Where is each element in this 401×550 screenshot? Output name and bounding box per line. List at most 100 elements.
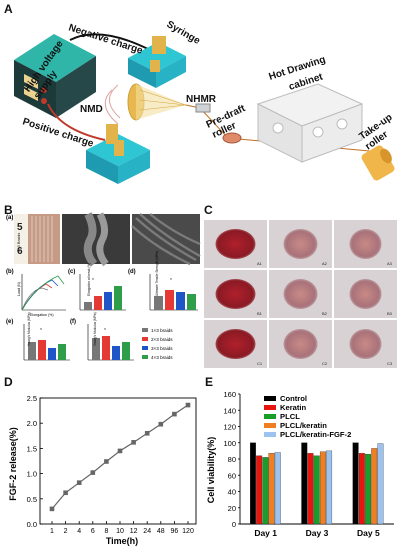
chart-d-xtick: 6	[91, 528, 95, 535]
chart-d-point	[117, 448, 123, 454]
chart-d-frame	[39, 397, 197, 525]
modulus-bar-plot-e: Young's Modulus (MPa) *	[23, 312, 70, 361]
chart-e-bar	[307, 453, 314, 525]
chart-d-xtick: 8	[104, 528, 108, 535]
chart-d-ylabel: FGF-2 release(%)	[8, 427, 18, 501]
sig-e: *	[40, 328, 42, 334]
legend-label-2: 2×3 braids	[151, 337, 173, 342]
wound-photo-a1: A1	[204, 220, 267, 268]
take-up-roller	[361, 145, 395, 181]
wound-photo-label: B3	[387, 311, 393, 316]
chart-e-ytick: 140	[223, 406, 236, 415]
chart-e-legend-swatch	[264, 432, 276, 437]
chart-d-xtick: 12	[130, 528, 138, 535]
sig-c: *	[92, 278, 94, 284]
sig-f: *	[104, 328, 106, 334]
modulus-bar-plot-f: Young's Modulus (MPa) *	[87, 312, 134, 361]
panel-letter-a: A	[4, 2, 13, 16]
chart-e-bar	[352, 442, 359, 525]
chart-e-ylabel: Cell viability(%)	[206, 437, 216, 504]
wound-photo-b2: B2	[269, 270, 332, 318]
panel-b-legend: 1×3 braids 2×3 braids 3×3 braids 4×3 bra…	[142, 328, 173, 360]
wound-photo-label: B1	[257, 311, 263, 316]
chart-e-legend-swatch	[264, 414, 276, 419]
chart-e-xtick: Day 5	[357, 528, 380, 538]
panel-c-photo-grid: A1 A2 A3 B1 B2 B3 C1 C2 C3	[204, 220, 397, 368]
ylabel-b: Load (N)	[17, 282, 21, 296]
chart-e-ytick: 160	[223, 390, 236, 399]
legend-swatch-1	[142, 328, 148, 332]
chart-d-point	[104, 459, 109, 464]
chart-e-xtick: Day 1	[254, 528, 277, 538]
fgf2-release-chart: 0.00.51.01.52.02.51 2 4 6 8 10 12 24 48 96 120 FGF…	[8, 394, 197, 546]
chart-d-xtick: 24	[143, 528, 151, 535]
chart-e-bar	[358, 453, 365, 525]
chart-e-ytick: 20	[228, 504, 236, 513]
chart-e-bar	[268, 453, 275, 525]
chart-d-point	[144, 430, 150, 436]
sub-label-d: (d)	[128, 269, 136, 275]
wound-photo-label: A2	[322, 261, 328, 266]
chart-d-point	[158, 421, 164, 427]
xlabel-b: Elongation (%)	[30, 313, 54, 317]
syringe-pump-top	[128, 36, 186, 88]
legend-label-4: 4×3 braids	[151, 355, 173, 360]
ylabel-e: Young's Modulus (MPa)	[27, 312, 31, 346]
panel-letter-c: C	[204, 203, 213, 217]
chart-e-legend-label: Control	[280, 394, 307, 403]
chart-e-bar	[326, 450, 333, 525]
wound-photo-c2: C2	[269, 320, 332, 368]
label-nhmr: NHMR	[186, 94, 217, 105]
chart-d-xtick: 120	[182, 528, 194, 535]
chart-d-xtick: 48	[157, 528, 165, 535]
ylabel-f: Young's Modulus (MPa)	[93, 312, 97, 346]
panel-letter-d: D	[4, 375, 13, 389]
svg-text:5: 5	[17, 222, 23, 233]
chart-e-legend-label: PLCL/keratin-FGF-2	[280, 430, 351, 439]
power-supply-box	[14, 34, 96, 118]
chart-e-bar	[274, 452, 281, 525]
chart-e-ytick: 100	[223, 439, 236, 448]
legend-label-1: 1×3 braids	[151, 328, 173, 333]
chart-e-legend-swatch	[264, 405, 276, 410]
chart-d-xtick: 1	[50, 528, 54, 535]
chart-e-ytick: 60	[228, 471, 236, 480]
svg-text:6: 6	[17, 246, 23, 257]
legend-label-3: 3×3 braids	[151, 346, 173, 351]
chart-d-ytick: 1.5	[27, 444, 37, 453]
chart-e-legend-label: Keratin	[280, 403, 307, 412]
chart-d-ytick: 0.0	[27, 520, 37, 529]
chart-e-ytick: 120	[223, 423, 236, 432]
chart-e-xtick: Day 3	[306, 528, 329, 538]
chart-d-point	[131, 440, 136, 445]
syringe-pump-bottom	[86, 124, 150, 184]
nhmr-roller	[195, 103, 211, 113]
wound-photo-c1: C1	[204, 320, 267, 368]
wound-photo-label: A1	[257, 261, 263, 266]
wound-photo-b1: B1	[204, 270, 267, 318]
cell-viability-chart: 0 20 40 60 80 100 120 140 160 Day 1 Day 3 Day 5 Con…	[206, 390, 394, 538]
chart-e-legend-label: PLCL	[280, 412, 300, 421]
apparatus-diagram: High voltage supply Negative charge Posi…	[14, 19, 395, 184]
chart-e-legend-swatch	[264, 396, 276, 401]
chart-d-xtick: 10	[116, 528, 124, 535]
chart-d-point	[90, 470, 96, 475]
wound-photo-label: B2	[322, 311, 328, 316]
chart-d-xlabel: Time(h)	[106, 536, 138, 546]
chart-e-ytick: 40	[228, 488, 236, 497]
sem-image-1	[62, 214, 130, 264]
braid-photo-label: 4×3 Braids	[16, 233, 21, 252]
chart-d-point	[76, 480, 82, 485]
chart-d-ytick: 2.0	[27, 419, 37, 428]
chart-d-ytick: 2.5	[27, 394, 37, 403]
chart-e-bar	[250, 442, 256, 525]
chart-e-bar	[371, 448, 378, 525]
wound-photo-c3: C3	[334, 320, 397, 368]
ylabel-c: Elongation at break (%)	[87, 263, 91, 296]
pre-draft-roller	[222, 132, 242, 144]
chart-e-bar	[256, 455, 263, 525]
wound-photo-b3: B3	[334, 270, 397, 318]
sub-label-f: (f)	[70, 319, 76, 325]
chart-e-bar	[377, 443, 384, 525]
chart-e-bar	[301, 442, 308, 525]
